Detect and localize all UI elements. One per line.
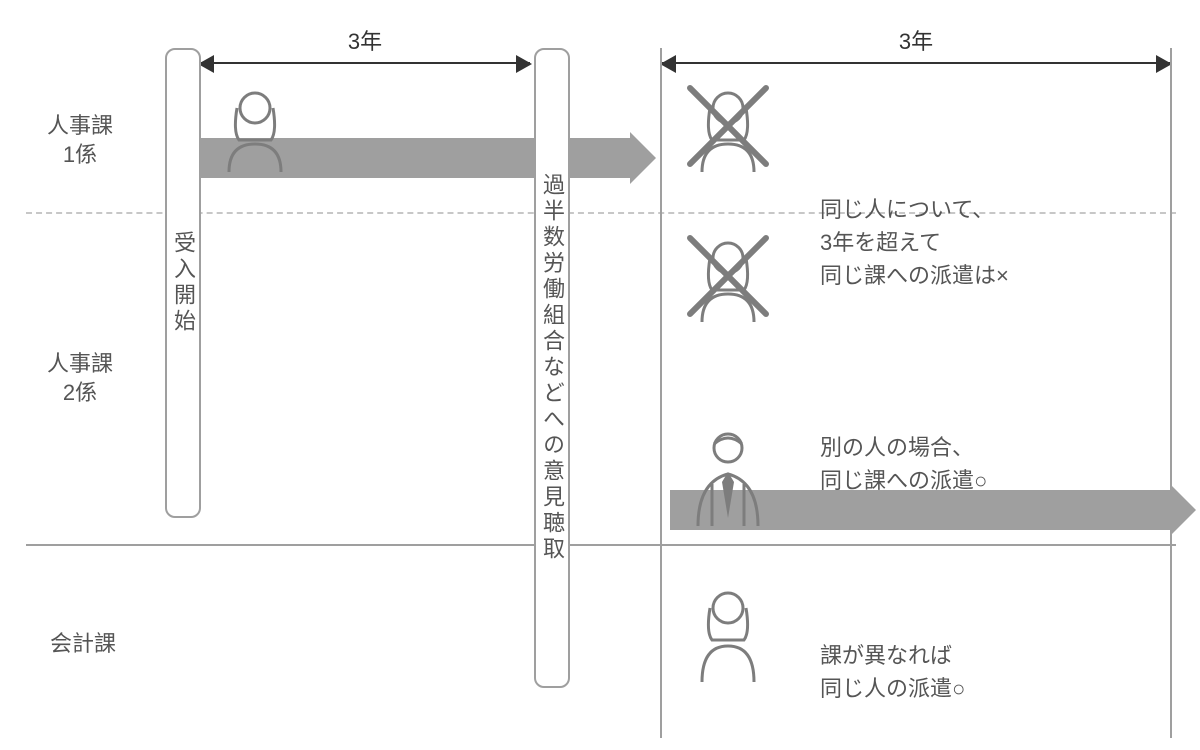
note-diff-dept-ok-text: 課が異なれば 同じ人の派遣○ [820,643,965,701]
note-same-person-x-text: 同じ人について、 3年を超えて 同じ課への派遣は× [820,197,1009,288]
row-label-jinji1-text: 人事課 1係 [30,112,130,169]
row-label-kaikei-text: 会計課 [50,631,116,656]
row-label-jinji1: 人事課 1係 [30,112,130,169]
woman-icon-crossed-1 [688,82,768,172]
period-arrow-left [200,62,530,64]
woman-icon [215,82,295,172]
pillar-start: 受入開始 [165,48,201,518]
row-label-jinji2: 人事課 2係 [30,350,130,407]
pillar-hearing: 過半数労働組合などへの意見聴取 [534,48,570,688]
note-diff-person-ok: 別の人の場合、 同じ課への派遣○ [820,398,987,497]
vline-right [1170,48,1172,738]
woman-icon-kaikei [688,582,768,682]
period-label-left: 3年 [200,24,530,56]
note-diff-dept-ok: 課が異なれば 同じ人の派遣○ [820,606,965,705]
pillar-start-label: 受入開始 [167,231,199,335]
row-divider-2 [26,544,1176,546]
note-same-person-x: 同じ人について、 3年を超えて 同じ課への派遣は× [820,160,1009,292]
vline-mid [660,48,662,738]
man-icon [688,426,768,526]
row-label-jinji2-text: 人事課 2係 [30,350,130,407]
woman-icon-crossed-2 [688,232,768,322]
pillar-hearing-label: 過半数労働組合などへの意見聴取 [536,173,568,563]
note-diff-person-ok-text: 別の人の場合、 同じ課への派遣○ [820,435,987,493]
period-label-right: 3年 [662,24,1170,56]
row-label-kaikei: 会計課 [38,630,128,659]
diagram-canvas: 3年 3年 人事課 1係 人事課 2係 会計課 受入開始 過半数労働組合などへの… [0,0,1200,750]
period-arrow-right [662,62,1170,64]
